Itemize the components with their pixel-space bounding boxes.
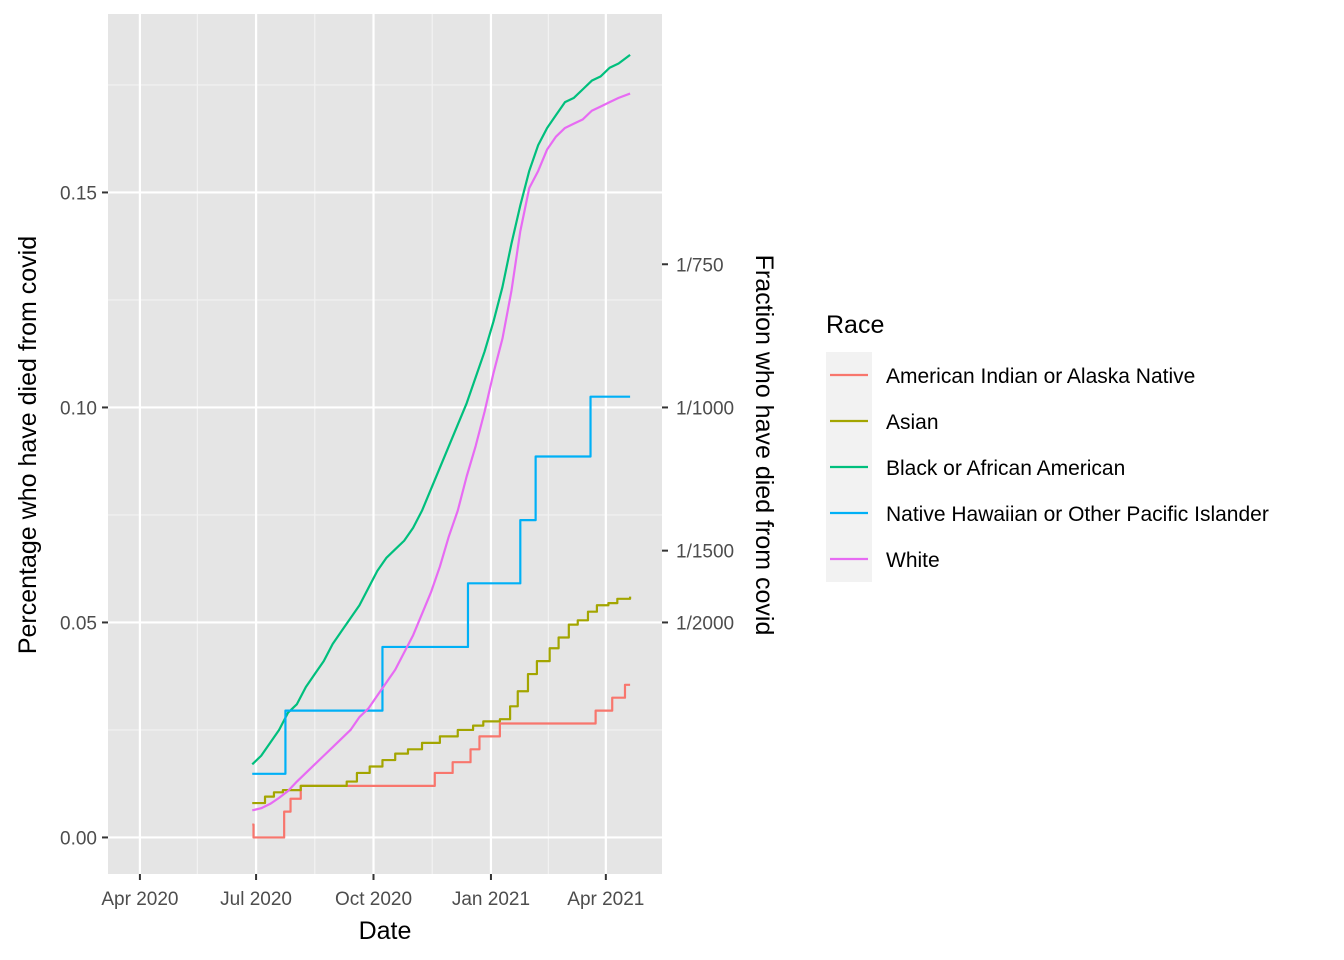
series-line-2 — [252, 596, 632, 805]
series-line-4 — [252, 395, 631, 775]
y2-axis: 1/750 1/1000 1/1500 1/2000 — [662, 255, 734, 634]
x-axis: Apr 2020 Jul 2020 Oct 2020 Jan 2021 Apr 2021 — [101, 874, 644, 910]
legend-title: Race — [826, 311, 884, 339]
y2-tick-label: 1/1500 — [676, 542, 734, 563]
legend-label-5: White — [886, 549, 940, 572]
y-tick-label: 0.10 — [60, 398, 97, 419]
grid-minor — [108, 14, 662, 874]
panel-background — [108, 14, 662, 874]
x-tick-label: Apr 2020 — [101, 889, 178, 910]
legend: Race American Indian or Alaska Native Asi… — [826, 311, 1269, 582]
x-axis-title: Date — [359, 917, 412, 945]
grid-major — [108, 14, 662, 874]
series-line-3 — [251, 53, 631, 766]
legend-label-1: American Indian or Alaska Native — [886, 365, 1195, 388]
y2-tick-label: 1/2000 — [676, 613, 734, 634]
legend-label-2: Asian — [886, 411, 939, 434]
legend-items: American Indian or Alaska Native Asian Bla… — [830, 365, 1269, 572]
x-tick-label: Jul 2020 — [220, 889, 292, 910]
y-tick-label: 0.15 — [60, 183, 97, 204]
legend-label-3: Black or African American — [886, 457, 1125, 480]
y-axis-title: Percentage who have died from covid — [14, 236, 42, 654]
y2-tick-label: 1/1000 — [676, 398, 734, 419]
series-layer — [251, 53, 632, 839]
series-line-1 — [252, 683, 631, 839]
x-tick-label: Apr 2021 — [567, 889, 644, 910]
y2-axis-title: Fraction who have died from covid — [750, 255, 778, 636]
y2-tick-label: 1/750 — [676, 255, 724, 276]
series-line-5 — [251, 92, 631, 812]
y-tick-label: 0.05 — [60, 613, 97, 634]
legend-label-4: Native Hawaiian or Other Pacific Islande… — [886, 503, 1269, 526]
y-tick-label: 0.00 — [60, 828, 97, 849]
x-tick-label: Jan 2021 — [452, 889, 530, 910]
y-axis: 0.00 0.05 0.10 0.15 — [60, 183, 108, 849]
x-tick-label: Oct 2020 — [335, 889, 412, 910]
